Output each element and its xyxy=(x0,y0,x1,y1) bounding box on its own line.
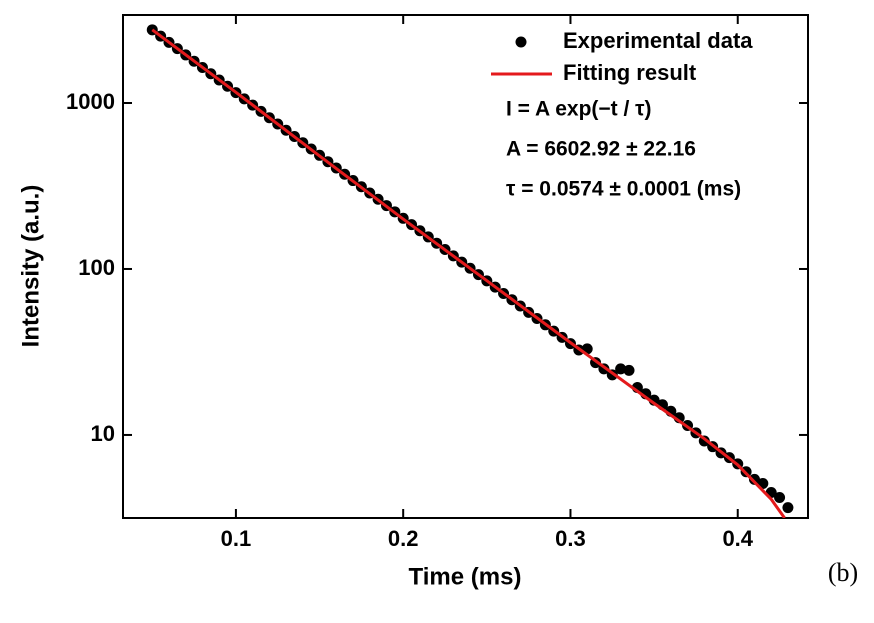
data-point xyxy=(623,364,635,376)
fit-line xyxy=(151,28,786,518)
annotation: τ = 0.0574 ± 0.0001 (ms) xyxy=(506,178,741,201)
annotation: A = 6602.92 ± 22.16 xyxy=(506,138,696,161)
y-tick-label: 10 xyxy=(91,421,115,446)
x-tick-label: 0.1 xyxy=(221,526,252,551)
legend-label: Experimental data xyxy=(563,28,753,53)
y-tick-label: 100 xyxy=(78,255,115,280)
annotation: I = A exp(−t / τ) xyxy=(506,98,652,121)
panel-label: (b) xyxy=(828,558,858,587)
data-point xyxy=(774,491,786,503)
data-point xyxy=(748,473,760,485)
x-tick-label: 0.2 xyxy=(388,526,419,551)
y-axis-title: Intensity (a.u.) xyxy=(17,185,44,348)
data-point xyxy=(615,363,627,375)
plot-frame xyxy=(122,14,809,519)
x-axis-title: Time (ms) xyxy=(409,563,522,590)
x-tick-label: 0.4 xyxy=(722,526,753,551)
legend-marker xyxy=(515,36,527,48)
data-point xyxy=(782,502,794,514)
x-tick-label: 0.3 xyxy=(555,526,586,551)
y-tick-label: 1000 xyxy=(66,89,115,114)
legend-label: Fitting result xyxy=(563,60,697,85)
